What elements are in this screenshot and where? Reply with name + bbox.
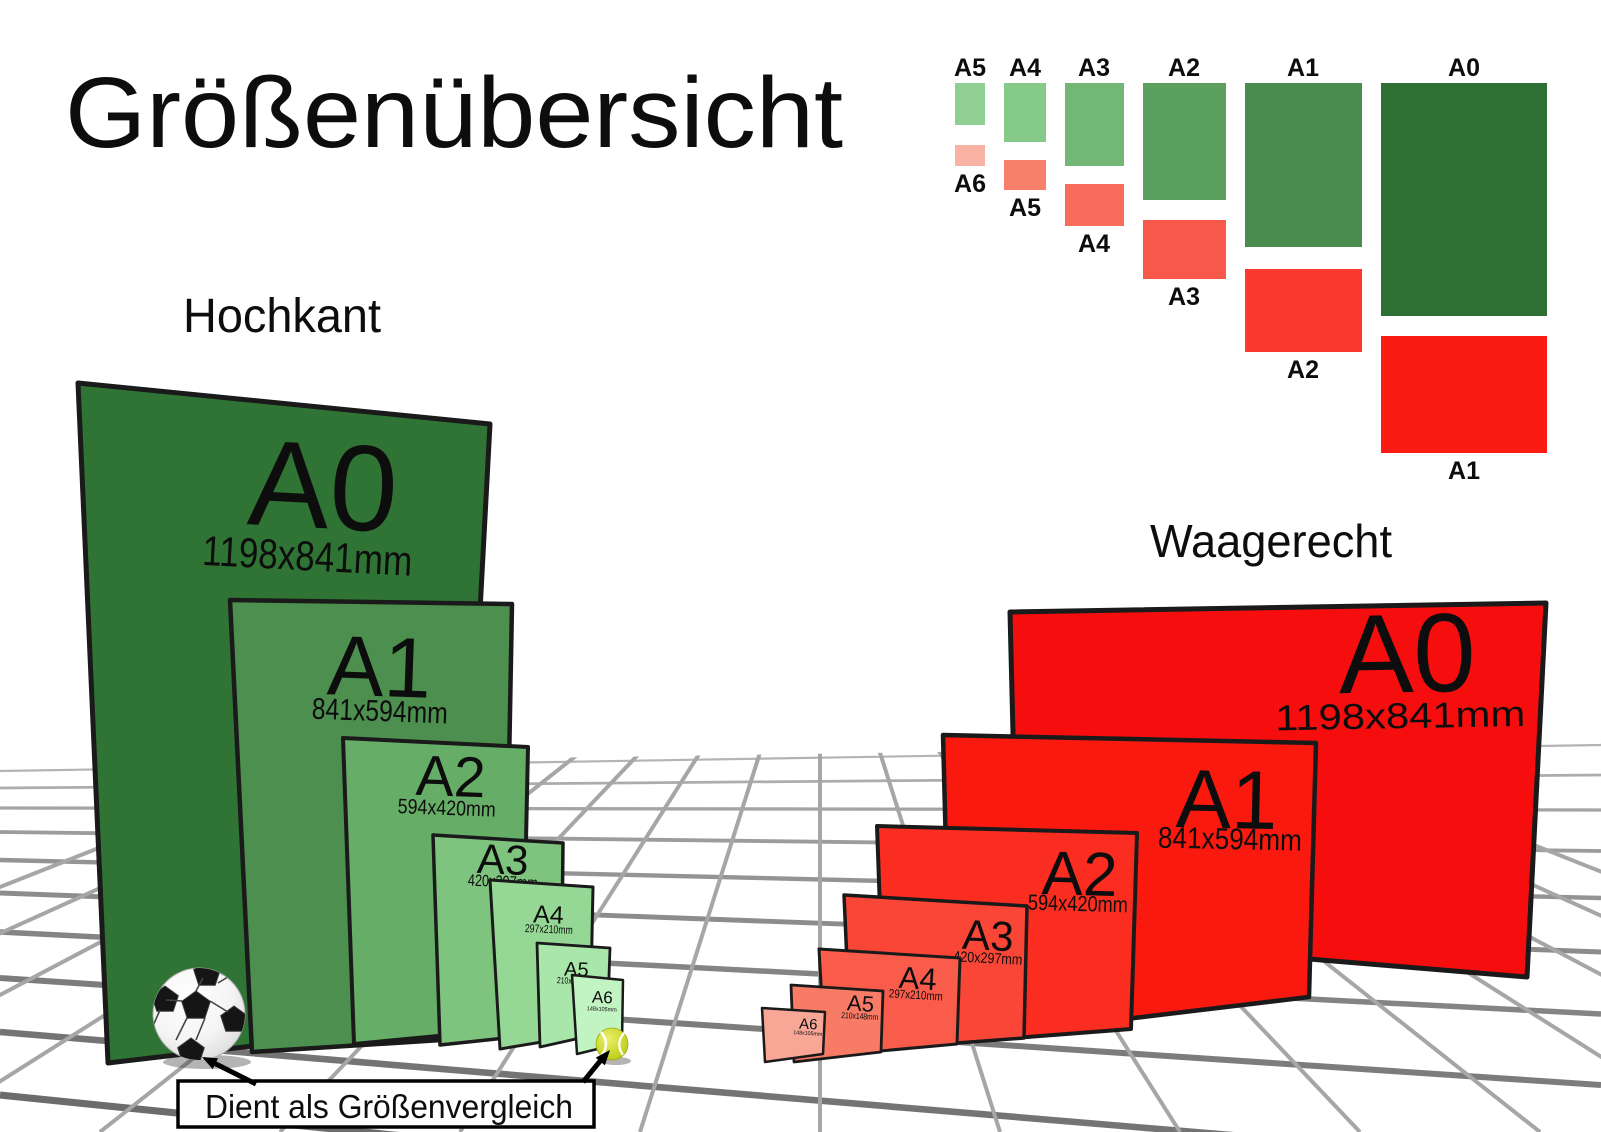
size-chart-landscape-label: A5	[1009, 194, 1041, 222]
portrait-swatch-a4	[1004, 83, 1046, 142]
portrait-section-label: Hochkant	[183, 290, 381, 343]
size-chart-landscape-label: A3	[1168, 283, 1200, 311]
size-chart-landscape-label: A2	[1287, 356, 1319, 384]
grid-line	[638, 742, 766, 1132]
size-chart-portrait-label: A0	[1448, 54, 1480, 82]
landscape-swatch-a3	[1143, 220, 1226, 279]
sheet-label: A6	[592, 987, 614, 1007]
landscape-swatch-a1	[1381, 336, 1547, 453]
size-chart-landscape-label: A6	[954, 170, 986, 198]
sheet-dims: 148x105mm	[587, 1006, 617, 1014]
sheet-label: A1	[1175, 752, 1278, 847]
sheet-dims: 841x594mm	[1158, 822, 1303, 858]
landscape-swatch-a2	[1245, 269, 1362, 352]
portrait-swatch-a5	[955, 83, 985, 125]
sheet-dims: 297x210mm	[888, 986, 943, 1003]
portrait-stack: A0 1198x841mm A1 841x594mm A2 594x420mm …	[75, 380, 625, 1066]
size-chart-landscape-label: A4	[1078, 230, 1110, 258]
size-chart-landscape-label: A1	[1448, 457, 1480, 485]
landscape-stack: A0 1198x841mm A1 841x594mm A2 594x420mm …	[760, 590, 1549, 1064]
size-chart: A5 A6 A4 A5 A3 A4 A2 A3 A1	[954, 54, 1547, 485]
comparison-label: Dient als Größenvergleich	[205, 1088, 573, 1125]
landscape-section-label: Waagerecht	[1150, 515, 1392, 567]
comparison-label-box	[176, 1079, 596, 1129]
sheet-label: A5	[846, 990, 874, 1017]
size-chart-portrait-label: A3	[1078, 54, 1110, 82]
sheet-dims: 1198x841mm	[201, 527, 413, 585]
size-chart-column: A3 A4	[1065, 54, 1124, 258]
arrow-to-soccer-ball	[202, 1057, 258, 1087]
size-chart-column: A0 A1	[1381, 54, 1547, 485]
sheet-label: A2	[415, 744, 487, 810]
tennis-ball-icon	[595, 1027, 631, 1065]
sheet-label: A3	[961, 911, 1015, 961]
sheet-dims: 594x420mm	[1028, 890, 1129, 918]
sheet-dims: 148x105mm	[793, 1030, 823, 1038]
size-chart-column: A1 A2	[1245, 54, 1362, 384]
portrait-swatch-a2	[1143, 83, 1226, 200]
page-title: Größenübersicht	[65, 57, 843, 169]
sheet-label: A2	[1041, 839, 1119, 910]
landscape-sheet-a6: A6 148x105mm	[760, 1006, 827, 1064]
sheet-dims: 420x297mm	[953, 948, 1023, 969]
sheet-label: A1	[326, 618, 433, 717]
size-chart-portrait-label: A5	[954, 54, 986, 82]
sheet-label: A6	[799, 1015, 818, 1033]
comparison-callout: Dient als Größenvergleich	[176, 1050, 610, 1129]
sheet-dims: 297x210mm	[525, 923, 573, 937]
grid-line	[0, 1028, 1601, 1132]
portrait-swatch-a3	[1065, 83, 1124, 166]
sheet-dims: 594x420mm	[397, 795, 496, 821]
portrait-swatch-a0	[1381, 83, 1547, 316]
size-chart-column: A4 A5	[1004, 54, 1046, 222]
sheet-label: A4	[898, 960, 938, 997]
arrow-to-tennis-ball	[581, 1050, 610, 1084]
sheet-label: A4	[533, 900, 565, 929]
size-chart-portrait-label: A1	[1287, 54, 1319, 82]
sheet-dims: 841x594mm	[311, 693, 448, 731]
sheet-label: A0	[245, 414, 401, 558]
portrait-swatch-a1	[1245, 83, 1362, 247]
landscape-swatch-a5	[1004, 160, 1046, 190]
landscape-swatch-a4	[1065, 184, 1124, 226]
landscape-swatch-a6	[955, 145, 985, 166]
size-chart-column: A2 A3	[1143, 54, 1226, 311]
sheet-dims: 210x148mm	[841, 1010, 879, 1022]
sheet-label: A0	[1338, 590, 1477, 717]
size-chart-column: A5 A6	[954, 54, 986, 198]
size-chart-portrait-label: A2	[1168, 54, 1200, 82]
sheet-label: A3	[476, 835, 529, 884]
sheet-dims: 1198x841mm	[1275, 693, 1526, 738]
size-chart-portrait-label: A4	[1009, 54, 1041, 82]
